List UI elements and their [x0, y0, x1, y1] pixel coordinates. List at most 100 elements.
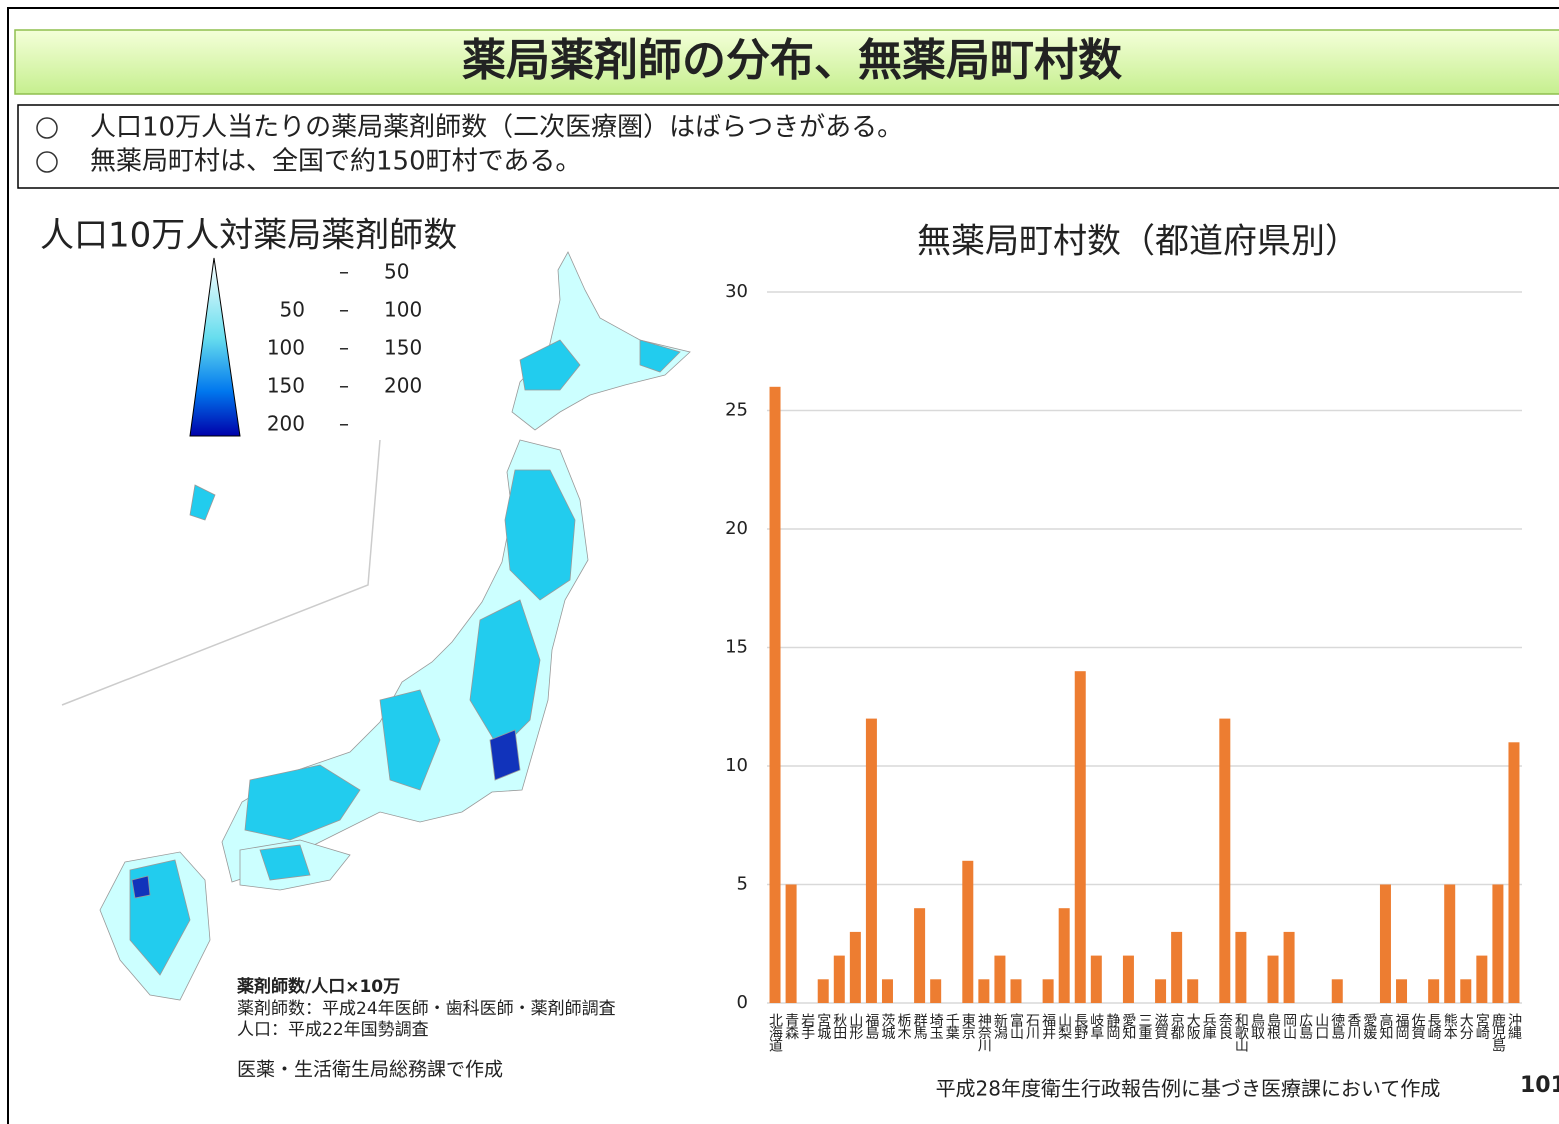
bar — [1396, 979, 1408, 1003]
x-tick-label: 和歌山 — [1233, 1013, 1249, 1052]
x-tick-label: 愛知 — [1120, 1013, 1136, 1040]
legend-from: 100 — [267, 336, 305, 360]
bullet-box — [17, 104, 1559, 189]
bar — [881, 979, 893, 1003]
legend-separator: – — [339, 298, 349, 322]
map-note: 薬剤師数：平成24年医師・歯科医師・薬剤師調査 — [237, 999, 616, 1019]
x-tick-label: 徳島 — [1329, 1013, 1345, 1040]
bullet — [36, 151, 58, 173]
bar — [978, 979, 990, 1003]
x-tick-label: 岡山 — [1281, 1013, 1297, 1040]
x-tick-label: 北海道 — [767, 1013, 783, 1053]
legend-from: 150 — [267, 374, 305, 398]
x-tick-label: 岩手 — [799, 1013, 815, 1041]
x-tick-label: 京都 — [1169, 1013, 1185, 1040]
bar — [1074, 671, 1086, 1003]
inset-border — [61, 439, 381, 706]
x-tick-label: 富山 — [1008, 1012, 1024, 1040]
bar — [1460, 979, 1472, 1003]
x-tick-label: 岐阜 — [1088, 1013, 1104, 1040]
bar — [1508, 742, 1520, 1003]
x-tick-label: 香川 — [1345, 1013, 1361, 1040]
x-tick-label: 秋田 — [831, 1013, 847, 1040]
bar — [994, 955, 1006, 1003]
bar — [1476, 955, 1488, 1003]
x-tick-label: 沖縄 — [1506, 1013, 1522, 1040]
bar — [1444, 884, 1456, 1003]
x-tick-label: 山梨 — [1056, 1013, 1072, 1040]
bullet-text: 無薬局町村は、全国で約150町村である。 — [90, 147, 581, 177]
page-number: 101 — [1520, 1073, 1559, 1098]
source: 平成28年度衛生行政報告例に基づき医療課において作成 — [936, 1077, 1441, 1101]
x-tick-label: 長崎 — [1426, 1013, 1442, 1040]
bar — [1492, 884, 1504, 1003]
x-tick-label: 福岡 — [1394, 1013, 1410, 1041]
legend-to: 200 — [384, 374, 422, 398]
x-tick-label: 東京 — [960, 1013, 976, 1040]
japan-map — [99, 251, 691, 1001]
y-tick-label: 20 — [725, 518, 748, 539]
x-tick-label: 愛媛 — [1361, 1013, 1377, 1040]
x-tick-label: 千葉 — [944, 1013, 960, 1040]
x-tick-label: 鳥取 — [1249, 1013, 1265, 1040]
bar — [769, 386, 781, 1003]
bar — [1235, 931, 1247, 1003]
x-tick-label: 群馬 — [912, 1013, 928, 1040]
x-tick-label: 埼玉 — [928, 1013, 944, 1040]
legend-to: 100 — [384, 298, 422, 322]
bar — [1379, 884, 1391, 1003]
x-tick-label: 大分 — [1458, 1013, 1474, 1041]
x-tick-label: 山口 — [1313, 1013, 1329, 1040]
y-tick-label: 25 — [725, 400, 748, 421]
legend-triangle — [189, 257, 241, 437]
slide-title: 薬局薬剤師の分布、無薬局町村数 — [462, 35, 1122, 86]
slide-border — [7, 7, 1559, 1124]
bar — [1171, 931, 1183, 1003]
bar — [1219, 718, 1231, 1003]
bar — [1122, 955, 1134, 1003]
y-tick-label: 15 — [725, 637, 748, 658]
x-tick-label: 石川 — [1024, 1013, 1040, 1040]
bar — [833, 955, 845, 1003]
x-tick-label: 静岡 — [1104, 1013, 1120, 1041]
x-tick-label: 熊本 — [1442, 1013, 1458, 1040]
bar — [1187, 979, 1199, 1003]
legend-to: 150 — [384, 336, 422, 360]
y-tick-label: 5 — [737, 874, 748, 895]
map-credit: 医薬・生活衛生局総務課で作成 — [237, 1059, 503, 1081]
bar — [1090, 955, 1102, 1003]
bar — [962, 860, 974, 1003]
map-note: 人口：平成22年国勢調査 — [237, 1020, 429, 1040]
x-tick-label: 大阪 — [1185, 1013, 1201, 1040]
bar — [1331, 979, 1343, 1003]
bar — [1267, 955, 1279, 1003]
x-tick-label: 島根 — [1265, 1013, 1281, 1040]
bar — [1042, 979, 1054, 1003]
x-tick-label: 茨城 — [879, 1013, 895, 1041]
legend-separator: – — [339, 260, 349, 284]
bar — [1010, 979, 1022, 1003]
x-tick-label: 宮崎 — [1474, 1013, 1490, 1040]
bullet — [36, 117, 58, 139]
bar — [785, 884, 797, 1003]
bar — [1283, 931, 1295, 1003]
y-tick-label: 30 — [725, 281, 748, 302]
y-tick-label: 0 — [737, 992, 748, 1013]
chart-title: 無薬局町村数（都道府県別） — [917, 222, 1359, 262]
bar — [817, 979, 829, 1003]
bar — [930, 979, 942, 1003]
x-tick-label: 福井 — [1040, 1013, 1056, 1041]
x-tick-label: 山形 — [847, 1013, 863, 1040]
title-bar — [14, 29, 1559, 95]
bar — [1155, 979, 1167, 1003]
x-tick-label: 福島 — [863, 1013, 879, 1040]
map-note: 薬剤師数/人口×10万 — [237, 976, 400, 997]
x-tick-label: 滋賀 — [1153, 1013, 1169, 1040]
legend-to: 50 — [384, 260, 409, 284]
x-tick-label: 兵庫 — [1201, 1013, 1217, 1040]
y-tick-label: 10 — [725, 755, 748, 776]
x-tick-label: 広島 — [1297, 1013, 1313, 1040]
x-tick-label: 奈良 — [1217, 1013, 1233, 1040]
bar — [1428, 979, 1440, 1003]
